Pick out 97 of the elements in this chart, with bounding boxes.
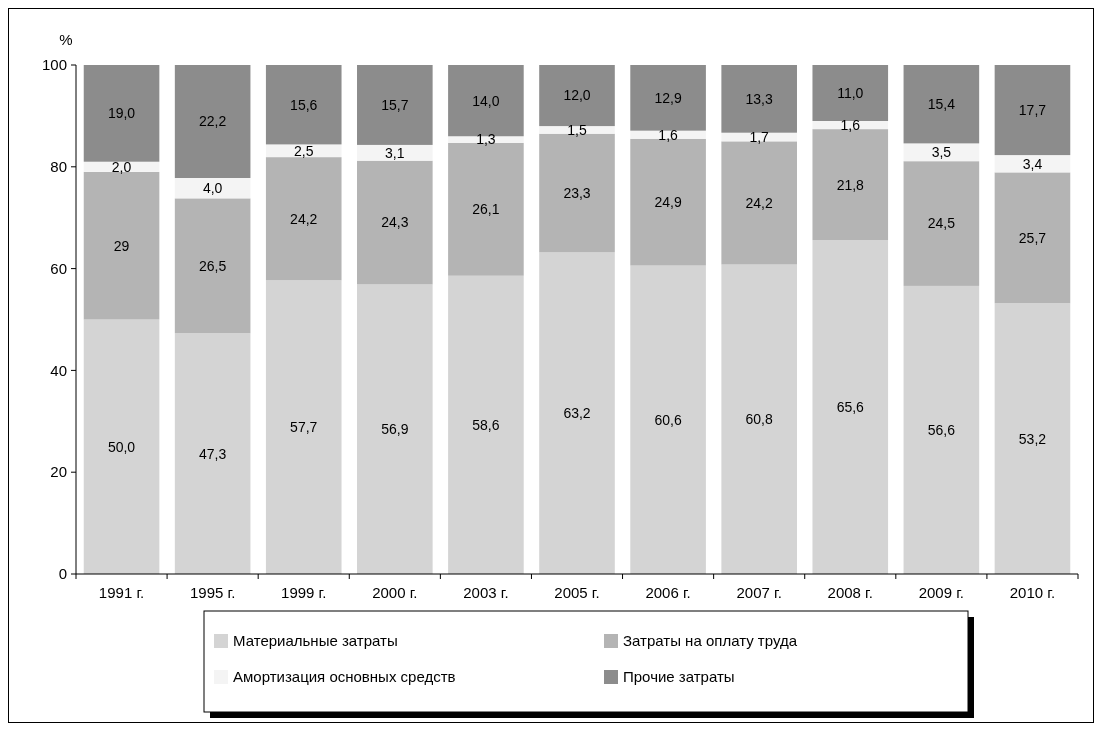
data-label: 2,0 — [111, 158, 132, 175]
y-tick-label: 80 — [50, 158, 67, 176]
x-tick-label: 2008 г. — [827, 584, 873, 601]
bar — [721, 65, 797, 133]
bar — [994, 303, 1071, 574]
y-tick-label: 100 — [41, 56, 67, 74]
y-tick-label: 40 — [50, 361, 67, 379]
data-label: 17,7 — [1018, 101, 1047, 118]
data-label: 11,0 — [837, 84, 864, 101]
bar — [265, 144, 342, 158]
x-tick-label: 2007 г. — [736, 584, 782, 601]
x-tick-label: 2009 г. — [918, 584, 965, 601]
bar — [539, 252, 615, 574]
data-label: 1,6 — [658, 126, 679, 143]
bar — [265, 157, 342, 281]
bar — [174, 198, 251, 334]
data-label: 24,3 — [381, 214, 409, 231]
bar — [812, 240, 889, 574]
bar — [721, 264, 797, 574]
bar — [994, 65, 1071, 156]
data-label: 1,3 — [476, 131, 496, 148]
bar — [903, 65, 980, 144]
data-label: 60,6 — [654, 411, 682, 428]
bar — [357, 65, 433, 145]
legend-label: Амортизация основных средств — [233, 668, 456, 686]
legend-label: Материальные затраты — [233, 632, 398, 650]
data-label: 58,6 — [472, 416, 500, 433]
bar — [630, 65, 706, 131]
data-label: 24,2 — [745, 194, 774, 211]
bar — [357, 160, 433, 285]
bar — [357, 144, 433, 161]
data-label: 63,2 — [563, 405, 591, 422]
data-label: 24,2 — [290, 210, 318, 227]
bar — [630, 265, 706, 574]
data-label: 4,0 — [202, 180, 223, 197]
data-label: 3,1 — [385, 144, 405, 161]
data-label: 2,5 — [293, 142, 314, 159]
x-tick-label: 2006 г. — [645, 584, 691, 601]
x-tick-label: 1991 г. — [98, 584, 145, 601]
bar — [357, 284, 433, 574]
data-label: 15,6 — [290, 96, 318, 113]
data-label: 19,0 — [107, 105, 136, 122]
y-tick-label: 60 — [50, 259, 67, 277]
data-label: 12,9 — [654, 89, 682, 106]
bar — [903, 285, 980, 574]
data-label: 15,7 — [381, 96, 409, 113]
data-label: 24,9 — [654, 194, 682, 211]
data-label: 53,2 — [1018, 430, 1047, 447]
bar — [994, 155, 1071, 173]
bar — [174, 333, 251, 574]
data-label: 23,3 — [563, 184, 591, 201]
y-tick-label: 20 — [50, 463, 67, 481]
bar — [539, 65, 615, 127]
x-tick-label: 2000 г. — [372, 584, 418, 601]
data-label: 1,7 — [749, 128, 770, 145]
data-label: 12,0 — [563, 87, 591, 104]
bar — [903, 143, 980, 162]
bar — [994, 172, 1071, 304]
bar — [83, 65, 160, 162]
data-label: 21,8 — [836, 176, 865, 193]
bar — [174, 65, 251, 178]
data-label: 57,7 — [290, 419, 318, 436]
data-label: 60,8 — [745, 411, 774, 428]
data-label: 56,6 — [927, 421, 956, 438]
data-label: 47,3 — [199, 445, 227, 462]
data-label: 14,0 — [472, 92, 500, 109]
bar — [265, 65, 342, 145]
data-label: 56,9 — [381, 421, 409, 438]
x-tick-label: 2003 г. — [463, 584, 509, 601]
bar — [265, 280, 342, 574]
y-tick-label: 0 — [58, 565, 67, 583]
data-label: 13,3 — [745, 90, 774, 107]
data-label: 15,4 — [927, 96, 956, 113]
data-label: 24,5 — [927, 215, 956, 232]
data-label: 26,1 — [472, 201, 500, 218]
x-tick-label: 2005 г. — [554, 584, 600, 601]
data-label: 26,5 — [199, 257, 227, 274]
bar — [83, 319, 160, 574]
bar — [174, 178, 251, 199]
data-label: 65,6 — [836, 398, 865, 415]
y-axis-title: % — [59, 31, 73, 48]
data-label: 1,6 — [840, 116, 861, 133]
data-label: 3,5 — [931, 144, 952, 161]
data-label: 3,4 — [1022, 155, 1043, 172]
bar — [812, 65, 889, 121]
bar — [448, 275, 524, 574]
data-label: 29 — [113, 237, 130, 254]
data-label: 1,5 — [567, 121, 587, 138]
bar — [903, 161, 980, 286]
legend-label: Затраты на оплату труда — [623, 632, 798, 650]
x-tick-label: 2010 г. — [1009, 584, 1056, 601]
legend-label: Прочие затраты — [623, 668, 735, 686]
data-label: 25,7 — [1018, 229, 1047, 246]
x-tick-label: 1999 г. — [281, 584, 327, 601]
x-tick-label: 1995 г. — [189, 584, 236, 601]
data-label: 50,0 — [107, 438, 136, 455]
data-label: 22,2 — [199, 113, 227, 130]
